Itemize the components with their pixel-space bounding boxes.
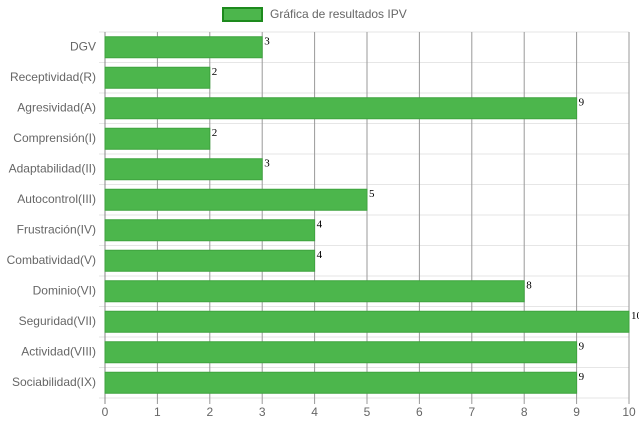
- value-label: 2: [212, 66, 218, 78]
- bar: [104, 341, 578, 364]
- value-label: 4: [317, 249, 323, 261]
- y-tick-label: Autocontrol(III): [17, 192, 96, 206]
- bar: [104, 158, 263, 181]
- bar: [104, 127, 211, 150]
- x-tick-label: 3: [259, 405, 266, 419]
- bar: [104, 188, 368, 211]
- y-tick-label: Agresividad(A): [17, 100, 96, 114]
- y-tick-label: Comprensión(I): [13, 131, 96, 145]
- x-tick-label: 5: [364, 405, 371, 419]
- bar: [104, 66, 211, 89]
- bar: [104, 219, 316, 242]
- bar: [104, 371, 578, 394]
- x-tick-label: 8: [521, 405, 528, 419]
- bar: [104, 280, 525, 303]
- bar: [104, 249, 316, 272]
- value-label: 5: [369, 188, 375, 200]
- x-tick-label: 1: [154, 405, 161, 419]
- x-tick-label: 6: [416, 405, 423, 419]
- value-label: 3: [264, 157, 270, 169]
- x-tick-label: 7: [468, 405, 475, 419]
- x-tick-label: 4: [311, 405, 318, 419]
- bar: [104, 310, 630, 333]
- x-tick-label: 9: [573, 405, 580, 419]
- y-tick-label: Dominio(VI): [33, 283, 96, 297]
- value-label: 9: [579, 340, 585, 352]
- bar: [104, 97, 578, 120]
- y-tick-label: Actividad(VIII): [21, 344, 96, 358]
- y-tick-label: Sociabilidad(IX): [12, 375, 96, 389]
- y-tick-label: Combatividad(V): [7, 253, 96, 267]
- value-label: 9: [579, 96, 585, 108]
- value-label: 9: [579, 371, 585, 383]
- x-tick-label: 10: [622, 405, 636, 419]
- y-tick-label: Frustración(IV): [17, 222, 96, 236]
- x-tick-label: 2: [206, 405, 213, 419]
- value-label: 8: [526, 279, 532, 291]
- legend-swatch: [222, 7, 263, 22]
- y-tick-label: Seguridad(VII): [19, 314, 96, 328]
- value-label: 2: [212, 127, 218, 139]
- legend-label: Gráfica de resultados IPV: [270, 7, 407, 21]
- y-tick-label: DGV: [70, 39, 96, 53]
- bar: [104, 36, 263, 59]
- y-tick-label: Receptividad(R): [10, 70, 96, 84]
- value-label: 4: [317, 218, 323, 230]
- y-tick-label: Adaptabilidad(II): [9, 161, 96, 175]
- x-tick-label: 0: [102, 405, 109, 419]
- value-label: 3: [264, 35, 270, 47]
- value-label: 10: [631, 310, 639, 322]
